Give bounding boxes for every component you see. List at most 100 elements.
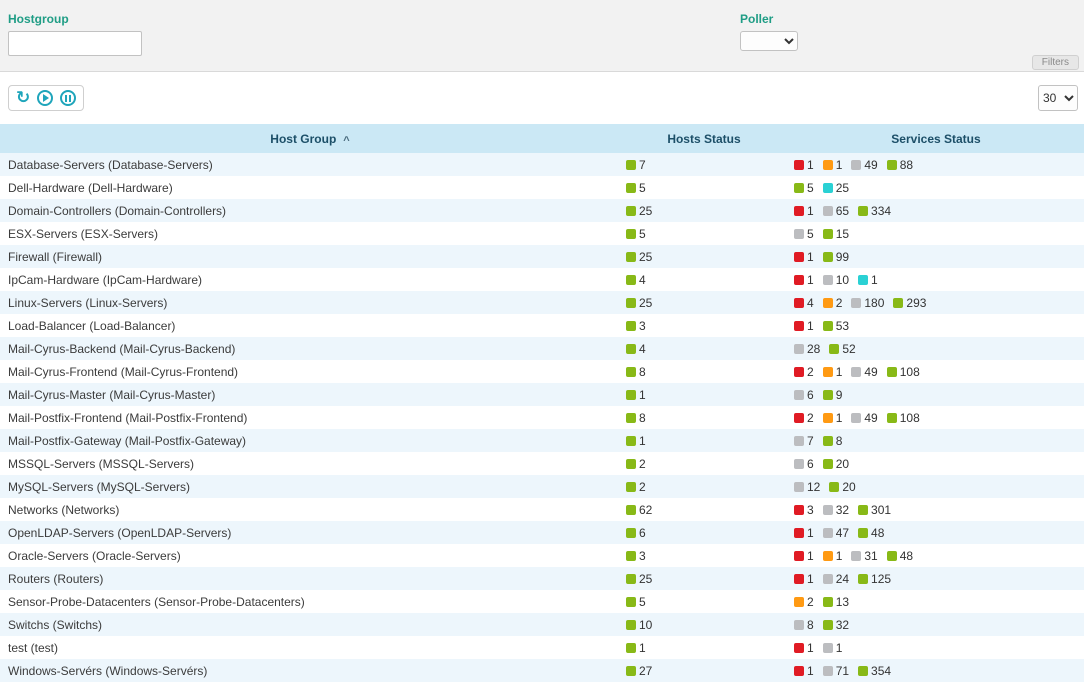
table-row: Mail-Cyrus-Frontend (Mail-Cyrus-Frontend… (0, 360, 1084, 383)
ok-status-square-icon (626, 481, 636, 492)
column-header-hosts-status[interactable]: Hosts Status (620, 124, 788, 153)
table-row: Mail-Postfix-Frontend (Mail-Postfix-Fron… (0, 406, 1084, 429)
ok-status-count: 7 (639, 157, 646, 172)
table-row: OpenLDAP-Servers (OpenLDAP-Servers) 6 1 47 4… (0, 521, 1084, 544)
ok-status-count: 108 (899, 410, 920, 425)
hosts-status-cell: 2 (620, 452, 788, 475)
hosts-status-cell: 5 (620, 176, 788, 199)
ok-status-badge: 25 (626, 250, 652, 264)
hostgroup-link[interactable]: Oracle-Servers (Oracle-Servers) (8, 548, 181, 563)
hostgroup-link[interactable]: Routers (Routers) (8, 571, 104, 586)
table-row: MSSQL-Servers (MSSQL-Servers) 2 6 20 (0, 452, 1084, 475)
ok-status-count: 20 (835, 456, 850, 471)
ok-status-count: 25 (639, 295, 653, 310)
services-status-cell: 2 13 (788, 590, 1084, 613)
ok-status-count: 48 (899, 548, 914, 563)
host-group-cell: ESX-Servers (ESX-Servers) (0, 222, 620, 245)
hostgroup-link[interactable]: Switchs (Switchs) (8, 617, 103, 632)
host-group-cell: Mail-Postfix-Frontend (Mail-Postfix-Fron… (0, 406, 620, 429)
ok-status-count: 301 (871, 502, 892, 517)
unknown-status-square-icon (851, 366, 862, 377)
warning-status-square-icon (794, 596, 804, 607)
ok-status-badge: 25 (626, 572, 652, 586)
hostgroup-link[interactable]: Mail-Postfix-Gateway (Mail-Postfix-Gatew… (8, 433, 247, 448)
unknown-status-count: 1 (835, 640, 843, 655)
hostgroup-link[interactable]: Networks (Networks) (8, 502, 120, 517)
hostgroup-link[interactable]: Mail-Cyrus-Backend (Mail-Cyrus-Backend) (8, 341, 236, 356)
hosts-status-cell: 1 (620, 636, 788, 659)
table-row: Oracle-Servers (Oracle-Servers) 3 1 1 31 48 (0, 544, 1084, 567)
critical-status-badge: 1 (794, 319, 814, 333)
column-header-host-group[interactable]: Host Group ^ (0, 124, 620, 153)
hostgroup-link[interactable]: Database-Servers (Database-Servers) (8, 157, 213, 172)
hostgroup-link[interactable]: Domain-Controllers (Domain-Controllers) (8, 203, 227, 218)
unknown-status-badge: 32 (822, 503, 849, 517)
table-row: Dell-Hardware (Dell-Hardware) 5 5 25 (0, 176, 1084, 199)
hostgroup-link[interactable]: Dell-Hardware (Dell-Hardware) (8, 180, 173, 195)
hostgroup-link[interactable]: OpenLDAP-Servers (OpenLDAP-Servers) (8, 525, 232, 540)
hosts-status-cell: 2 (620, 475, 788, 498)
ok-status-badge: 25 (626, 296, 652, 310)
ok-status-count: 99 (835, 249, 850, 264)
critical-status-square-icon (794, 366, 804, 377)
hostgroup-link[interactable]: IpCam-Hardware (IpCam-Hardware) (8, 272, 203, 287)
ok-status-badge: 5 (794, 181, 814, 195)
critical-status-count: 4 (807, 295, 814, 310)
warning-status-badge: 1 (822, 549, 842, 563)
host-group-cell: MySQL-Servers (MySQL-Servers) (0, 475, 620, 498)
ok-status-count: 25 (639, 571, 653, 586)
table-row: Linux-Servers (Linux-Servers) 25 4 2 180 293 (0, 291, 1084, 314)
ok-status-count: 32 (835, 617, 850, 632)
ok-status-count: 15 (835, 226, 850, 241)
services-status-cell: 1 47 48 (788, 521, 1084, 544)
unknown-status-square-icon (794, 435, 804, 446)
services-status-cell: 4 2 180 293 (788, 291, 1084, 314)
hostgroup-link[interactable]: test (test) (8, 640, 59, 655)
critical-status-badge: 1 (794, 204, 814, 218)
hostgroup-link[interactable]: Load-Balancer (Load-Balancer) (8, 318, 176, 333)
ok-status-badge: 4 (626, 342, 646, 356)
ok-status-badge: 27 (626, 664, 652, 678)
critical-status-badge: 4 (794, 296, 814, 310)
hostgroup-link[interactable]: Firewall (Firewall) (8, 249, 103, 264)
hostgroup-input[interactable] (8, 31, 142, 56)
hostgroup-link[interactable]: Windows-Servérs (Windows-Servérs) (8, 663, 208, 678)
hostgroup-link[interactable]: Sensor-Probe-Datacenters (Sensor-Probe-D… (8, 594, 305, 609)
ok-status-square-icon (626, 320, 636, 331)
unknown-status-count: 7 (807, 433, 814, 448)
hostgroup-link[interactable]: Mail-Cyrus-Master (Mail-Cyrus-Master) (8, 387, 216, 402)
services-status-cell: 1 24 125 (788, 567, 1084, 590)
poller-select[interactable] (740, 31, 798, 51)
filters-tab[interactable]: Filters (1031, 55, 1079, 70)
hosts-status-cell: 62 (620, 498, 788, 521)
hostgroup-link[interactable]: Linux-Servers (Linux-Servers) (8, 295, 168, 310)
ok-status-count: 125 (871, 571, 892, 586)
hostgroup-link[interactable]: MSSQL-Servers (MSSQL-Servers) (8, 456, 195, 471)
hostgroup-link[interactable]: Mail-Cyrus-Frontend (Mail-Cyrus-Frontend… (8, 364, 239, 379)
unknown-status-count: 47 (835, 525, 850, 540)
ok-status-count: 3 (639, 548, 646, 563)
table-row: Routers (Routers) 25 1 24 125 (0, 567, 1084, 590)
table-row: Firewall (Firewall) 25 1 99 (0, 245, 1084, 268)
hostgroup-link[interactable]: MySQL-Servers (MySQL-Servers) (8, 479, 191, 494)
hosts-status-cell: 6 (620, 521, 788, 544)
hosts-status-cell: 3 (620, 314, 788, 337)
ok-status-square-icon (626, 573, 636, 584)
ok-status-badge: 48 (886, 548, 914, 563)
hosts-status-cell: 3 (620, 544, 788, 567)
refresh-button[interactable]: ↻ (16, 89, 30, 107)
ok-status-count: 8 (639, 364, 646, 379)
ok-status-count: 6 (639, 525, 646, 540)
play-button[interactable] (37, 90, 54, 106)
refresh-controls: ↻ (8, 85, 85, 111)
ok-status-square-icon (626, 228, 636, 239)
pending-status-count: 25 (835, 180, 850, 195)
unknown-status-count: 28 (807, 341, 821, 356)
unknown-status-count: 71 (835, 663, 850, 678)
hostgroup-link[interactable]: ESX-Servers (ESX-Servers) (8, 226, 159, 241)
page-size-select[interactable]: 30 (1038, 85, 1078, 111)
column-header-services-status[interactable]: Services Status (788, 124, 1084, 153)
hostgroup-link[interactable]: Mail-Postfix-Frontend (Mail-Postfix-Fron… (8, 410, 248, 425)
ok-status-badge: 6 (626, 526, 646, 540)
pause-button[interactable] (60, 90, 77, 106)
